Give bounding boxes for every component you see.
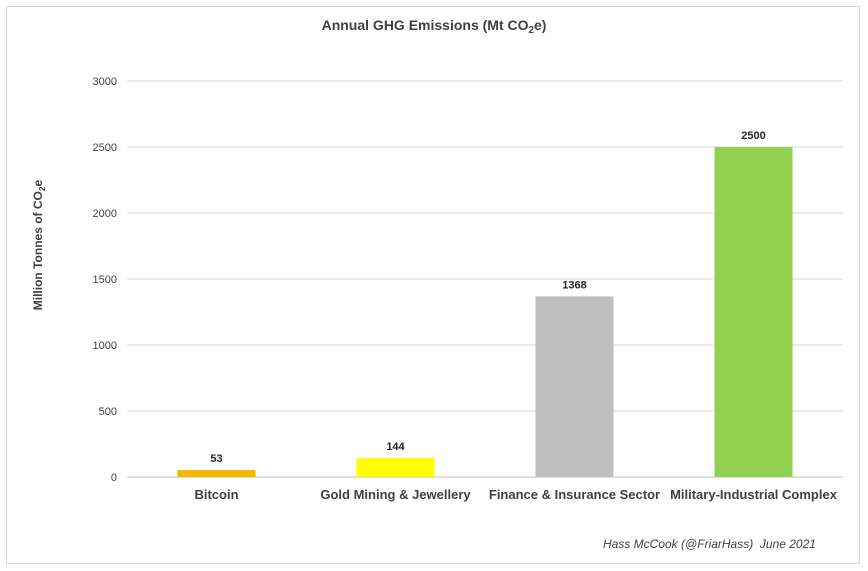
data-label: 1368	[562, 279, 586, 291]
y-tick-label: 1000	[93, 340, 117, 352]
data-label: 2500	[741, 130, 765, 142]
y-axis-ticks: 0 500 1000 1500 2000 2500 3000	[93, 76, 117, 484]
bar	[356, 457, 435, 477]
x-tick-label: Finance & Insurance Sector	[489, 487, 660, 502]
y-tick-label: 3000	[93, 76, 117, 88]
data-labels: 53 144 1368 2500	[210, 130, 765, 465]
y-axis-label: Million Tonnes of CO2e	[31, 179, 47, 310]
y-tick-label: 2500	[93, 142, 117, 154]
credit-text: Hass McCook (@FriarHass) June 2021	[603, 537, 816, 551]
y-tick-label: 1500	[93, 274, 117, 286]
y-tick-label: 2000	[93, 208, 117, 220]
data-label: 144	[386, 441, 405, 453]
bars	[177, 147, 793, 477]
x-tick-label: Gold Mining & Jewellery	[320, 487, 471, 502]
y-tick-label: 500	[99, 406, 117, 418]
chart-title: Annual GHG Emissions (Mt CO2e)	[322, 17, 547, 36]
x-axis-categories: Bitcoin Gold Mining & Jewellery Finance & …	[194, 487, 837, 502]
bar	[535, 296, 614, 477]
data-label: 53	[210, 453, 222, 465]
bar	[177, 470, 256, 477]
y-tick-label: 0	[111, 472, 117, 484]
x-tick-label: Military-Industrial Complex	[670, 487, 838, 502]
bar	[714, 147, 793, 477]
x-tick-label: Bitcoin	[194, 487, 238, 502]
